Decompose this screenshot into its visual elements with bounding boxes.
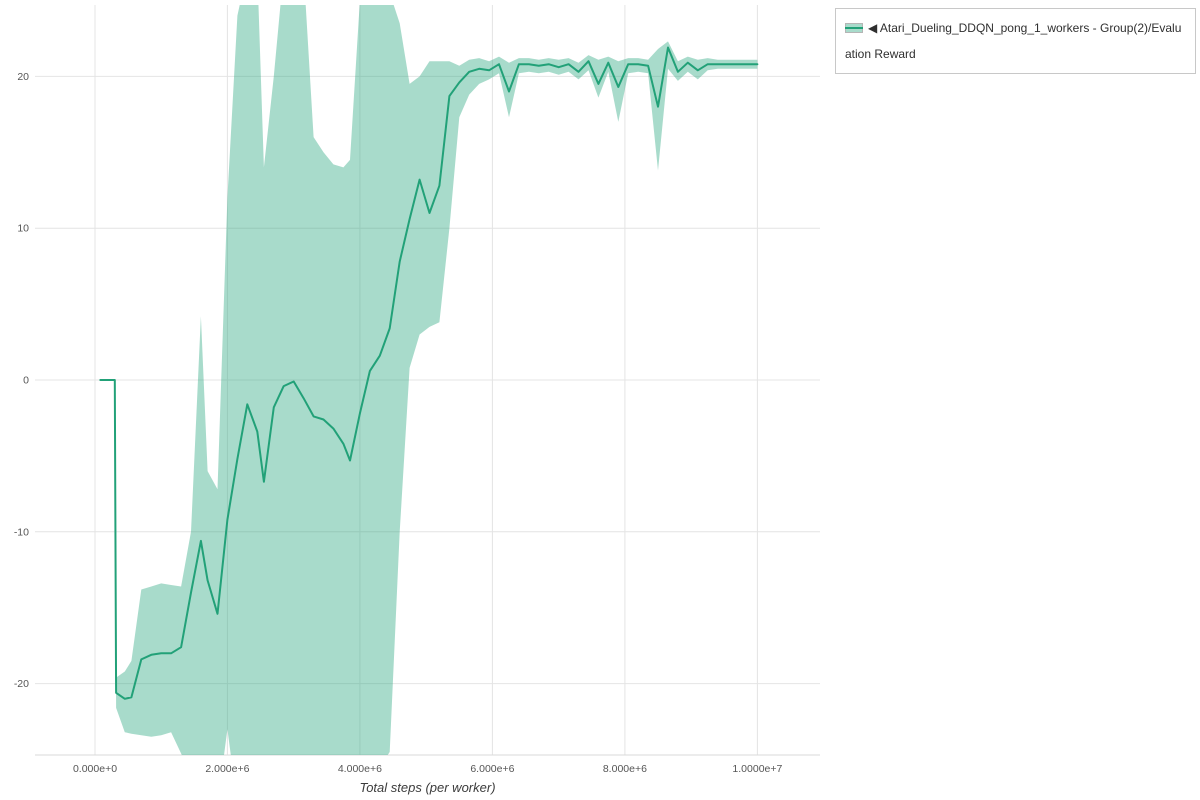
legend-box[interactable]: ◀ Atari_Dueling_DDQN_pong_1_workers - Gr… bbox=[835, 8, 1196, 74]
legend-series-label: Atari_Dueling_DDQN_pong_1_workers - Grou… bbox=[845, 21, 1182, 61]
x-tick-label: 6.000e+6 bbox=[470, 763, 514, 775]
legend-series-swatch[interactable] bbox=[845, 18, 863, 42]
plot-canvas[interactable]: -20 -10 0 10 20 0.000e+0 2.000e+6 4.000e+6 6.000… bbox=[0, 0, 830, 800]
x-tick-label: 8.000e+6 bbox=[603, 763, 647, 775]
series-mean-line bbox=[99, 46, 759, 700]
y-tick-label: 0 bbox=[23, 375, 29, 387]
x-tick-label: 0.000e+0 bbox=[73, 763, 117, 775]
y-tick-label: 20 bbox=[17, 71, 29, 83]
x-tick-label: 1.0000e+7 bbox=[732, 763, 782, 775]
legend-collapse-icon[interactable]: ◀ bbox=[868, 21, 878, 35]
series-band-area bbox=[100, 5, 758, 755]
y-tick-label: -10 bbox=[14, 526, 29, 538]
x-tick-label: 4.000e+6 bbox=[338, 763, 382, 775]
y-tick-label: 10 bbox=[17, 223, 29, 235]
x-axis-title: Total steps (per worker) bbox=[359, 780, 496, 795]
y-tick-label: -20 bbox=[14, 678, 29, 690]
x-tick-label: 2.000e+6 bbox=[205, 763, 249, 775]
